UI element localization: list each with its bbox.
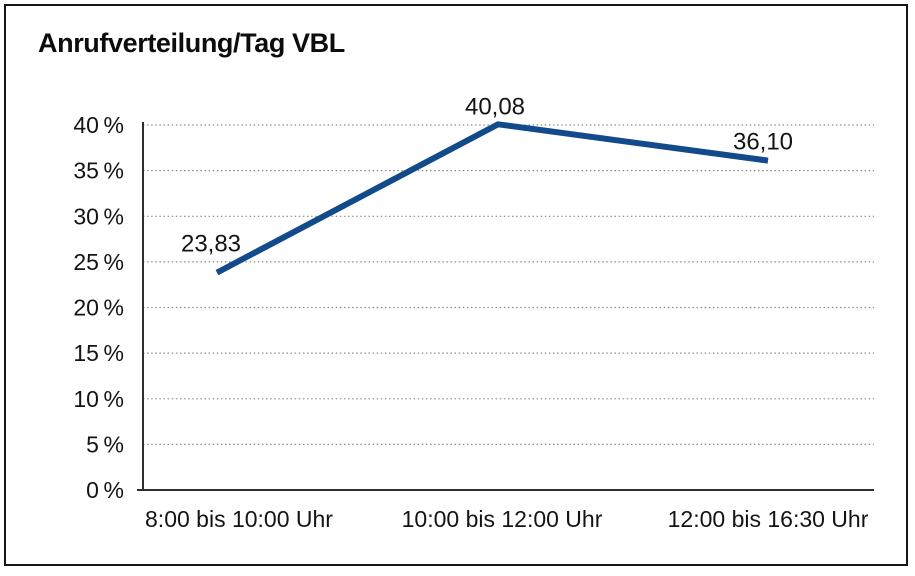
y-tick-label: 10 % xyxy=(73,386,124,412)
chart-frame-border xyxy=(4,4,908,566)
y-tick-label: 5 % xyxy=(86,431,124,457)
y-tick-label: 40 % xyxy=(73,112,124,138)
series-line xyxy=(215,121,769,276)
y-tick-label: 25 % xyxy=(73,249,124,275)
y-tick-label: 30 % xyxy=(73,203,124,229)
data-point-label: 40,08 xyxy=(465,93,525,120)
chart-title: Anrufverteilung/Tag VBL xyxy=(38,28,345,58)
y-tick-label: 20 % xyxy=(73,295,124,321)
x-category-label: 10:00 bis 12:00 Uhr xyxy=(402,506,603,532)
y-tick-label: 0 % xyxy=(86,477,124,503)
x-category-label: 8:00 bis 10:00 Uhr xyxy=(145,506,333,532)
x-category-label: 12:00 bis 16:30 Uhr xyxy=(668,506,869,532)
data-point-label: 36,10 xyxy=(733,129,793,156)
y-tick-label: 15 % xyxy=(73,340,124,366)
y-tick-label: 35 % xyxy=(73,158,124,184)
data-point-label: 23,83 xyxy=(181,231,241,258)
